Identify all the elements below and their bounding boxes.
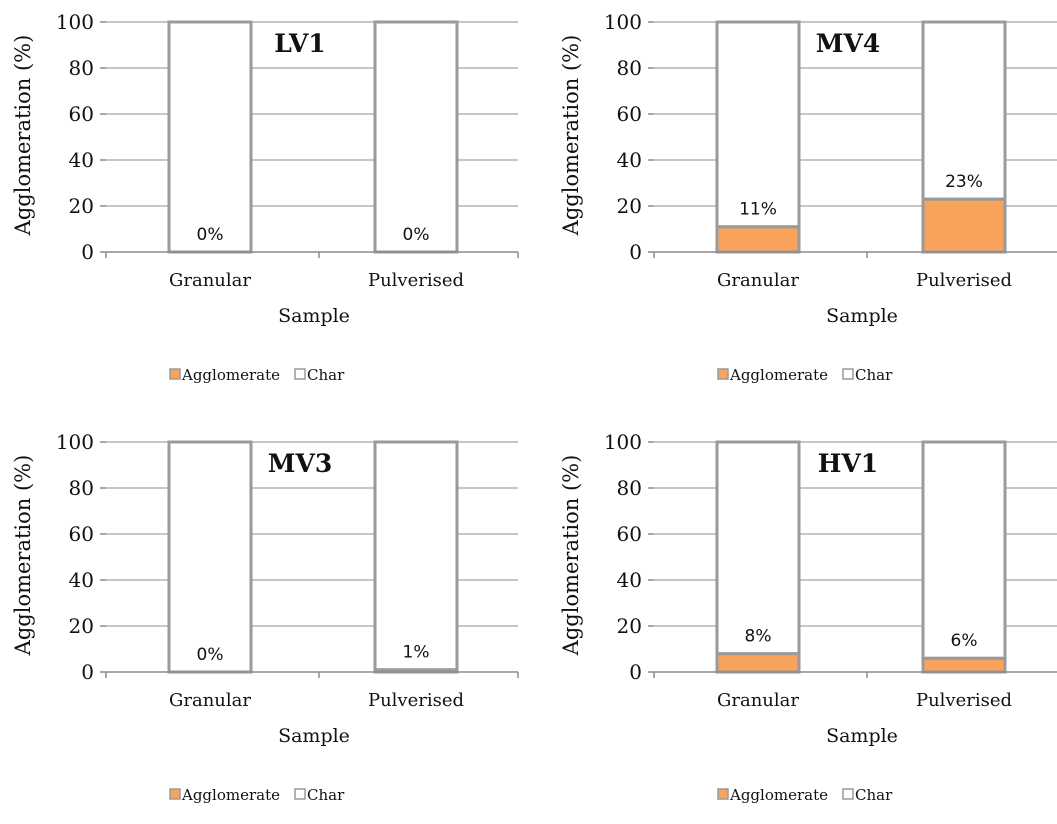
x-tick-label-granular: Granular	[169, 690, 251, 711]
y-tick-label-100: 100	[604, 10, 642, 34]
x-tick-label-pulverised: Pulverised	[916, 270, 1012, 291]
legend-label-agglomerate: Agglomerate	[181, 366, 280, 384]
y-tick-label-40: 40	[617, 568, 642, 592]
bar-char-granular	[715, 440, 801, 656]
data-label-granular: 0%	[197, 225, 224, 245]
data-label-pulverised: 1%	[403, 643, 430, 663]
y-tick-label-100: 100	[56, 10, 94, 34]
data-label-pulverised: 6%	[951, 631, 978, 651]
legend-label-char: Char	[855, 366, 893, 384]
bar-char-granular	[167, 20, 253, 254]
legend-swatch-char	[294, 788, 306, 800]
bar-char-pulverised	[373, 440, 459, 672]
bar-agglomerate-pulverised	[921, 656, 1007, 674]
chart-title: MV4	[816, 29, 880, 58]
data-label-granular: 8%	[745, 627, 772, 647]
chart-panel-hv1: 8% 6% 0 20 40 60 80 100 Granular Pulverised Sample…	[548, 420, 1057, 824]
chart-title: LV1	[274, 29, 325, 58]
legend-label-agglomerate: Agglomerate	[729, 786, 828, 804]
legend-swatch-char	[294, 368, 306, 380]
x-axis-label: Sample	[826, 725, 898, 747]
bar-char-pulverised	[921, 440, 1007, 660]
chart-title: HV1	[818, 449, 878, 478]
x-axis-label: Sample	[278, 725, 350, 747]
x-tick-label-pulverised: Pulverised	[368, 270, 464, 291]
legend-swatch-char	[842, 788, 854, 800]
y-tick-label-0: 0	[81, 240, 94, 264]
bar-char-pulverised	[921, 20, 1007, 201]
chart-panel-mv4: 11% 23% 0 20 40 60 80 100 Granular Pulverised Samp…	[548, 0, 1057, 404]
y-tick-label-80: 80	[69, 56, 94, 80]
y-tick-label-100: 100	[56, 430, 94, 454]
legend-label-char: Char	[307, 786, 345, 804]
x-tick-label-pulverised: Pulverised	[368, 690, 464, 711]
y-tick-label-20: 20	[617, 614, 642, 638]
chart-svg-mv3: 0% 1% 0 20 40 60 80 100 Granular Pulverised Sample…	[11, 430, 519, 804]
data-label-pulverised: 0%	[403, 225, 430, 245]
chart-panel-mv3: 0% 1% 0 20 40 60 80 100 Granular Pulverised Sample…	[0, 420, 528, 824]
data-label-granular: 0%	[197, 645, 224, 665]
chart-svg-mv4: 11% 23% 0 20 40 60 80 100 Granular Pulverised Samp…	[559, 10, 1057, 384]
legend-swatch-agglomerate	[717, 788, 729, 800]
y-tick-label-80: 80	[69, 476, 94, 500]
x-tick-label-pulverised: Pulverised	[916, 690, 1012, 711]
y-axis-label: Agglomeration (%)	[559, 455, 583, 657]
legend-label-char: Char	[307, 366, 345, 384]
y-tick-label-40: 40	[69, 568, 94, 592]
data-label-granular: 11%	[739, 200, 777, 220]
y-tick-label-20: 20	[69, 614, 94, 638]
x-axis-label: Sample	[278, 305, 350, 327]
y-tick-label-60: 60	[69, 522, 94, 546]
bar-char-pulverised	[373, 20, 459, 254]
bar-agglomerate-granular	[715, 225, 801, 254]
bar-agglomerate-pulverised	[921, 197, 1007, 254]
legend-label-agglomerate: Agglomerate	[181, 786, 280, 804]
legend-swatch-agglomerate	[169, 788, 181, 800]
legend-label-agglomerate: Agglomerate	[729, 366, 828, 384]
chart-panel-lv1: 0% 0% 0 20 40 60 80 100 Granular Pulverised Sample…	[0, 0, 528, 404]
y-axis-label: Agglomeration (%)	[11, 455, 35, 657]
y-tick-label-40: 40	[69, 148, 94, 172]
y-axis-label: Agglomeration (%)	[11, 35, 35, 237]
y-tick-label-0: 0	[629, 240, 642, 264]
bar-char-granular	[715, 20, 801, 229]
x-tick-label-granular: Granular	[717, 270, 799, 291]
y-tick-label-0: 0	[81, 660, 94, 684]
y-tick-label-80: 80	[617, 476, 642, 500]
y-tick-label-40: 40	[617, 148, 642, 172]
y-tick-label-60: 60	[617, 522, 642, 546]
legend-swatch-agglomerate	[717, 368, 729, 380]
chart-svg-lv1: 0% 0% 0 20 40 60 80 100 Granular Pulverised Sample…	[11, 10, 519, 384]
legend-swatch-agglomerate	[169, 368, 181, 380]
bar-char-granular	[167, 440, 253, 674]
bar-agglomerate-granular	[715, 652, 801, 674]
y-tick-label-60: 60	[69, 102, 94, 126]
y-axis-label: Agglomeration (%)	[559, 35, 583, 237]
y-tick-label-100: 100	[604, 430, 642, 454]
y-tick-label-0: 0	[629, 660, 642, 684]
legend-swatch-char	[842, 368, 854, 380]
chart-title: MV3	[268, 449, 332, 478]
chart-svg-hv1: 8% 6% 0 20 40 60 80 100 Granular Pulverised Sample…	[559, 430, 1057, 804]
x-tick-label-granular: Granular	[169, 270, 251, 291]
y-tick-label-80: 80	[617, 56, 642, 80]
y-tick-label-60: 60	[617, 102, 642, 126]
data-label-pulverised: 23%	[945, 172, 983, 192]
y-tick-label-20: 20	[617, 194, 642, 218]
x-tick-label-granular: Granular	[717, 690, 799, 711]
legend-label-char: Char	[855, 786, 893, 804]
y-tick-label-20: 20	[69, 194, 94, 218]
x-axis-label: Sample	[826, 305, 898, 327]
